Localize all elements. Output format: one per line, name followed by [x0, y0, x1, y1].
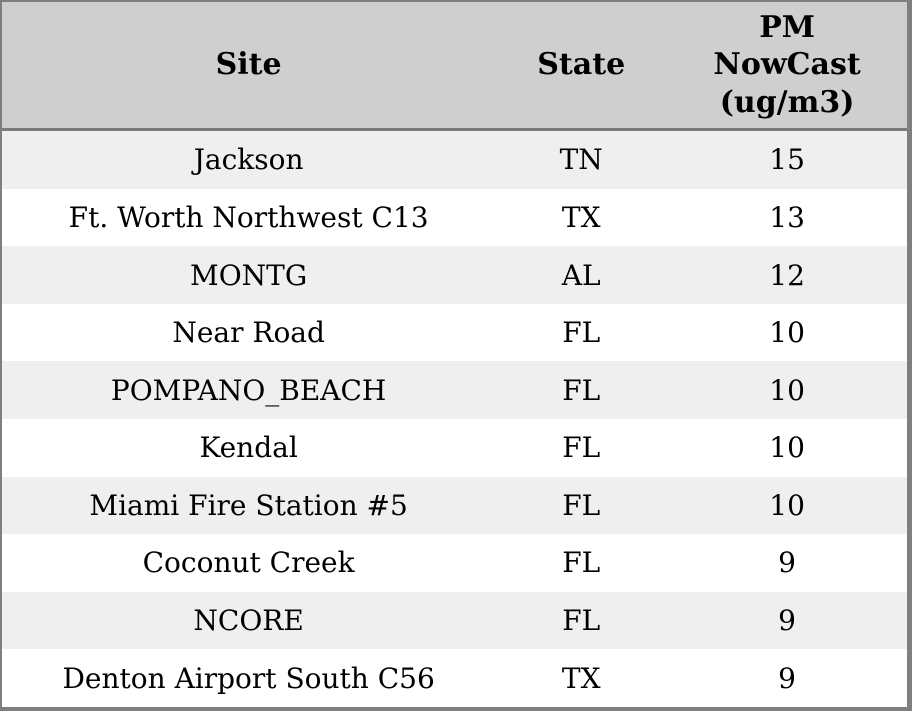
- state-cell: AL: [561, 258, 601, 292]
- column-header-site: Site: [2, 2, 496, 131]
- pm-value-cell: 13: [769, 200, 805, 234]
- site-cell: Ft. Worth Northwest C13: [68, 200, 429, 234]
- table-body: Jackson TN 15 Ft. Worth Northwest C13 TX…: [2, 129, 907, 707]
- table-row: MONTG AL 12: [2, 246, 907, 304]
- site-cell: Jackson: [193, 143, 304, 177]
- site-cell: MONTG: [190, 258, 308, 292]
- site-cell: NCORE: [193, 604, 304, 638]
- table-row: Miami Fire Station #5 FL 10: [2, 476, 907, 535]
- pm-value-cell: 12: [769, 258, 805, 292]
- state-cell: FL: [562, 373, 601, 407]
- site-cell: Near Road: [172, 316, 325, 350]
- state-cell: FL: [562, 316, 601, 350]
- pm-value-cell: 10: [769, 488, 805, 522]
- site-cell: Miami Fire Station #5: [89, 488, 408, 522]
- site-cell: POMPANO_BEACH: [110, 373, 387, 407]
- site-cell: Denton Airport South C56: [62, 661, 435, 695]
- state-cell: FL: [562, 431, 601, 465]
- state-cell: FL: [562, 604, 601, 638]
- state-cell: TN: [559, 143, 603, 177]
- state-cell: FL: [562, 488, 601, 522]
- table-row: Ft. Worth Northwest C13 TX 13: [2, 188, 907, 247]
- pm-value-cell: 9: [778, 604, 796, 638]
- table-row: Jackson TN 15: [2, 129, 907, 189]
- pm-value-cell: 15: [769, 143, 805, 177]
- header-row: Site State PM NowCast (ug/m3): [2, 2, 907, 131]
- site-cell: Coconut Creek: [142, 546, 355, 580]
- table-row: Kendal FL 10: [2, 418, 907, 477]
- pm-value-cell: 9: [778, 661, 796, 695]
- state-cell: TX: [561, 200, 601, 234]
- state-cell: TX: [561, 661, 601, 695]
- table-row: NCORE FL 9: [2, 591, 907, 650]
- column-header-state: State: [495, 2, 668, 131]
- state-cell: FL: [562, 546, 601, 580]
- site-cell: Kendal: [199, 431, 298, 465]
- table-header: Site State PM NowCast (ug/m3): [2, 2, 907, 131]
- table-row: POMPANO_BEACH FL 10: [2, 361, 907, 419]
- pm-value-cell: 10: [769, 316, 805, 350]
- table-row: Near Road FL 10: [2, 303, 907, 362]
- table-row: Coconut Creek FL 9: [2, 534, 907, 592]
- table-row: Denton Airport South C56 TX 9: [2, 649, 907, 707]
- pm-value-cell: 9: [778, 546, 796, 580]
- column-header-pm-nowcast: PM NowCast (ug/m3): [667, 2, 907, 131]
- pm-value-cell: 10: [769, 431, 805, 465]
- pm-value-cell: 10: [769, 373, 805, 407]
